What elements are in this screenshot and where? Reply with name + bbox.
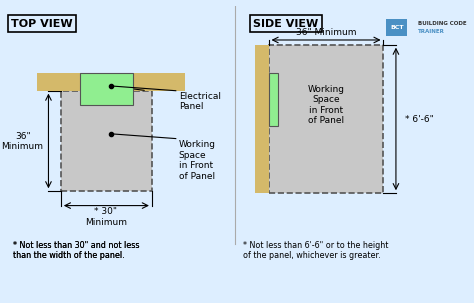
Text: * 30"
Minimum: * 30" Minimum bbox=[85, 207, 127, 227]
Text: * Not less than 30" and not less
than the width of the panel.: * Not less than 30" and not less than th… bbox=[13, 241, 139, 260]
Text: * Not less than 6'-6" or to the height
of the panel, whichever is greater.: * Not less than 6'-6" or to the height o… bbox=[243, 241, 388, 260]
Text: Working
Space
in Front
of Panel: Working Space in Front of Panel bbox=[179, 141, 216, 181]
FancyBboxPatch shape bbox=[269, 74, 278, 126]
Text: BUILDING CODE: BUILDING CODE bbox=[418, 21, 466, 26]
Text: BCT: BCT bbox=[390, 25, 404, 30]
Text: TOP VIEW: TOP VIEW bbox=[11, 19, 73, 29]
FancyBboxPatch shape bbox=[61, 91, 152, 191]
Text: 36"
Minimum: 36" Minimum bbox=[1, 132, 44, 151]
Text: Electrical
Panel: Electrical Panel bbox=[179, 92, 221, 111]
Text: Working
Space
in Front
of Panel: Working Space in Front of Panel bbox=[308, 85, 345, 125]
Text: * Not less than 30" and not less
than the width of the panel.: * Not less than 30" and not less than th… bbox=[13, 241, 139, 260]
Text: 36" Minimum: 36" Minimum bbox=[296, 28, 356, 37]
Text: TRAINER: TRAINER bbox=[418, 29, 445, 34]
FancyBboxPatch shape bbox=[255, 45, 269, 193]
FancyBboxPatch shape bbox=[386, 19, 408, 36]
FancyBboxPatch shape bbox=[37, 74, 185, 91]
Text: * 6'-6": * 6'-6" bbox=[405, 115, 434, 124]
Text: SIDE VIEW: SIDE VIEW bbox=[253, 19, 319, 29]
FancyBboxPatch shape bbox=[80, 74, 133, 105]
FancyBboxPatch shape bbox=[269, 45, 383, 193]
